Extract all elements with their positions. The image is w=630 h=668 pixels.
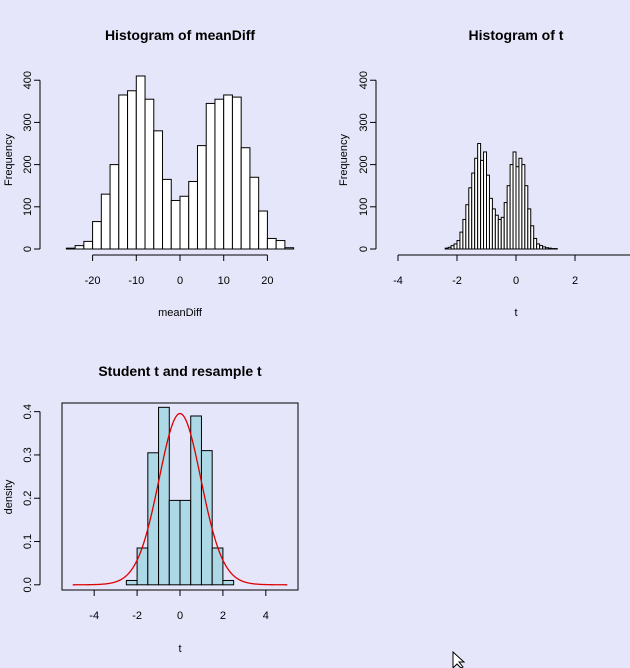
bar bbox=[170, 199, 181, 250]
bar bbox=[118, 94, 129, 250]
x-tick-label: 0 bbox=[177, 610, 183, 622]
bar bbox=[153, 130, 164, 250]
mouse-cursor-icon bbox=[452, 650, 466, 668]
y-axis-t: 0 100 200 300 400 bbox=[358, 71, 377, 252]
x-tick-label: 2 bbox=[220, 610, 226, 622]
bar bbox=[223, 94, 233, 250]
y-tick-label: 0.0 bbox=[22, 577, 34, 592]
bar bbox=[136, 547, 149, 586]
bar bbox=[530, 225, 535, 250]
y-tick-label: 0.4 bbox=[22, 404, 34, 419]
y-tick-label: 400 bbox=[22, 71, 34, 89]
bar bbox=[240, 147, 251, 250]
bar bbox=[168, 499, 181, 586]
bar bbox=[196, 145, 207, 250]
bar bbox=[100, 193, 111, 250]
bar bbox=[92, 221, 102, 250]
x-tick-label: 20 bbox=[261, 275, 273, 287]
y-tick-label: 100 bbox=[358, 198, 370, 216]
y-tick-label: 300 bbox=[22, 113, 34, 131]
y-tick-label: 0 bbox=[22, 246, 34, 252]
bars-student-t bbox=[125, 406, 235, 586]
y-label-meandiff: Frequency bbox=[3, 134, 15, 186]
density-curve-line bbox=[72, 412, 288, 586]
bars-meandiff bbox=[65, 75, 295, 250]
bar bbox=[83, 240, 94, 250]
x-label-student-t: t bbox=[178, 643, 181, 655]
x-label-t: t bbox=[514, 307, 517, 319]
bar bbox=[147, 452, 160, 586]
y-label-student-t: density bbox=[3, 479, 15, 514]
bar bbox=[135, 75, 146, 250]
bar bbox=[211, 547, 224, 586]
bar bbox=[65, 247, 76, 250]
bar bbox=[258, 210, 268, 250]
bar bbox=[205, 102, 216, 250]
y-axis-meandiff: 0 100 200 300 400 bbox=[22, 71, 41, 252]
x-tick-label: 0 bbox=[513, 275, 519, 287]
x-tick-label: -20 bbox=[85, 275, 101, 287]
density-curve bbox=[72, 412, 288, 586]
chart-title-student-t: Student t and resample t bbox=[98, 363, 262, 379]
x-tick-label: -4 bbox=[393, 275, 403, 287]
bars-t bbox=[444, 143, 558, 250]
bar bbox=[200, 450, 213, 586]
x-tick-label: 10 bbox=[218, 275, 230, 287]
bar bbox=[179, 195, 190, 250]
bar bbox=[74, 245, 85, 250]
x-tick-label: 4 bbox=[263, 610, 269, 622]
y-label-t: Frequency bbox=[338, 134, 350, 186]
bar bbox=[275, 240, 286, 250]
y-tick-label: 0.1 bbox=[22, 534, 34, 549]
bar bbox=[109, 164, 120, 250]
x-tick-label: -10 bbox=[128, 275, 144, 287]
bar bbox=[214, 98, 225, 250]
bar bbox=[249, 176, 260, 250]
bar bbox=[231, 96, 242, 250]
y-tick-label: 0.2 bbox=[22, 491, 34, 506]
bar bbox=[125, 579, 138, 586]
y-tick-label: 0.3 bbox=[22, 447, 34, 462]
panel-student-t: Student t and resample t 0.0 0.1 0.2 0.3 0.4… bbox=[3, 363, 299, 655]
x-tick-label: -2 bbox=[452, 275, 462, 287]
bar bbox=[188, 180, 198, 250]
bar bbox=[284, 247, 295, 250]
y-tick-label: 200 bbox=[22, 155, 34, 173]
bar bbox=[127, 90, 137, 250]
y-axis-student-t: 0.0 0.1 0.2 0.3 0.4 bbox=[22, 404, 41, 592]
x-tick-label: -2 bbox=[132, 610, 142, 622]
y-tick-label: 400 bbox=[358, 71, 370, 89]
y-tick-label: 300 bbox=[358, 113, 370, 131]
chart-title-meandiff: Histogram of meanDiff bbox=[105, 27, 255, 43]
bar bbox=[179, 499, 192, 586]
x-axis-student-t: -4 -2 0 2 4 bbox=[89, 589, 269, 622]
chart-title-t: Histogram of t bbox=[469, 27, 564, 43]
y-tick-label: 100 bbox=[22, 198, 34, 216]
x-tick-label: -4 bbox=[89, 610, 99, 622]
x-label-meandiff: meanDiff bbox=[158, 307, 203, 319]
x-axis-meandiff: -20 -10 0 10 20 bbox=[85, 254, 274, 287]
x-tick-label: 0 bbox=[177, 275, 183, 287]
bar bbox=[222, 579, 235, 586]
x-tick-label: 2 bbox=[572, 275, 578, 287]
y-tick-label: 200 bbox=[358, 155, 370, 173]
bar bbox=[144, 98, 155, 250]
bar bbox=[158, 406, 170, 586]
bar bbox=[266, 237, 277, 250]
bar bbox=[162, 178, 172, 250]
y-tick-label: 0 bbox=[358, 246, 370, 252]
